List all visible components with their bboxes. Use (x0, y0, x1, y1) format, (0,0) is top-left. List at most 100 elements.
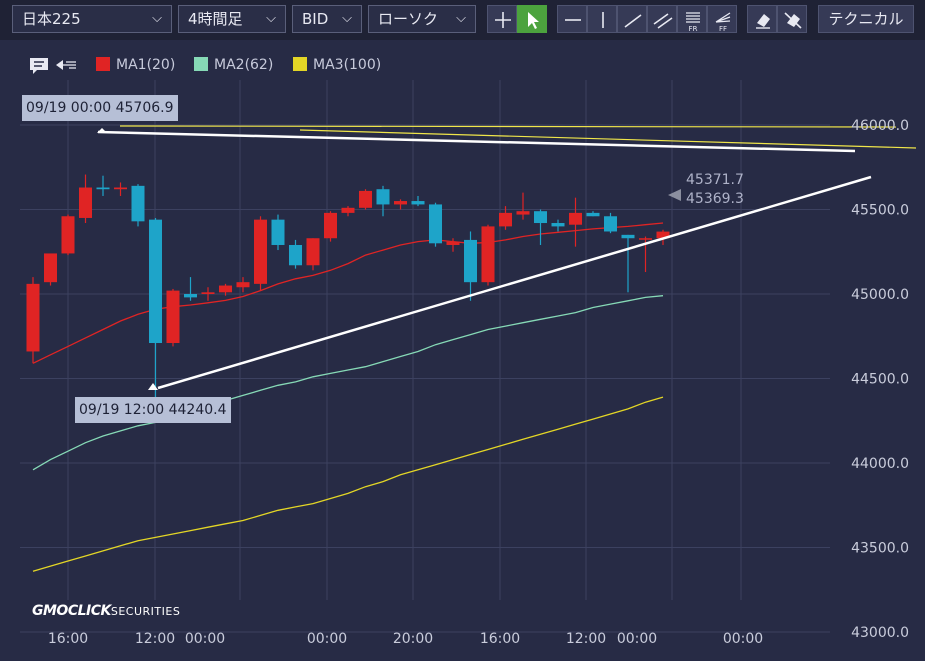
fibonacci-retracement-tool-button[interactable]: FR (677, 5, 707, 33)
candle-body-10 (201, 292, 215, 294)
chevron-down-icon: ⌵ (456, 11, 466, 26)
gmo-click-logo: GMOCLICKSECURITIES (32, 603, 180, 619)
candle-body-9 (184, 294, 197, 298)
drawings (97, 125, 917, 390)
technical-button[interactable]: テクニカル (818, 5, 914, 33)
legend-item-ma3: MA3(100) (293, 55, 381, 75)
candle-body-13 (254, 219, 267, 284)
comment-icon[interactable] (28, 55, 50, 81)
candle-body-1 (44, 253, 57, 283)
x-tick-label-8: 00:00 (723, 631, 763, 647)
fib-retracement-icon: FR (686, 12, 700, 33)
candle-body-19 (359, 190, 372, 208)
horizontal-line-icon (565, 19, 581, 21)
low-tooltip: 09/19 12:00 44240.4 (75, 397, 231, 423)
candle-body-11 (219, 285, 232, 293)
yellow-trend-line[interactable] (299, 129, 917, 149)
x-tick-label-3: 00:00 (307, 631, 347, 647)
trend-line-tool-button[interactable] (617, 5, 647, 33)
ma3-swatch (293, 57, 307, 71)
y-tick-label-2: 45000.0 (851, 287, 909, 303)
candle-body-27 (499, 212, 512, 227)
high-tooltip: 09/19 00:00 45706.9 (22, 95, 178, 121)
candle-body-33 (604, 216, 617, 232)
instrument-select[interactable]: 日本225 ⌵ (12, 5, 172, 33)
candle-body-2 (61, 216, 75, 254)
y-tick-label-3: 44500.0 (851, 372, 909, 388)
candle-body-20 (376, 189, 390, 205)
x-tick-label-0: 16:00 (48, 631, 88, 647)
candle-body-5 (114, 187, 127, 190)
chevron-down-icon: ⌵ (152, 11, 162, 26)
candle-body-32 (586, 212, 600, 217)
ma2-label: MA2(62) (214, 57, 274, 73)
vertical-line-tool-button[interactable] (587, 5, 617, 33)
candle-body-31 (569, 212, 582, 225)
ma2-swatch (194, 57, 208, 71)
fib-fan-icon: FF (715, 12, 731, 33)
candle-body-4 (96, 187, 110, 190)
parallel-channel-tool-button[interactable] (647, 5, 677, 33)
candle-body-34 (621, 234, 635, 239)
ma-line-1 (32, 222, 664, 364)
ma1-label: MA1(20) (116, 57, 176, 73)
eraser-all-icon (784, 12, 802, 29)
x-tick-label-6: 12:00 (566, 631, 606, 647)
fibonacci-fan-tool-button[interactable]: FF (707, 5, 737, 33)
candle-body-30 (551, 223, 565, 227)
candle-body-16 (306, 238, 320, 266)
ma-line-2 (32, 295, 664, 471)
x-tick-label-7: 00:00 (617, 631, 657, 647)
erase-all-tool-button[interactable] (777, 5, 807, 33)
horizontal-line-tool-button[interactable] (557, 5, 587, 33)
grid-lines (20, 80, 830, 633)
candlesticks (26, 174, 670, 423)
high-marker (97, 128, 107, 133)
support-trend-line[interactable] (157, 175, 872, 390)
x-tick-label-1: 12:00 (135, 631, 175, 647)
resistance-trend-line[interactable] (97, 130, 856, 153)
crosshair-icon (495, 12, 511, 28)
timeframe-select[interactable]: 4時間足 ⌵ (178, 5, 286, 33)
time-axis: 16:00 12:00 00:00 00:00 20:00 16:00 12:00 00:00… (48, 631, 763, 647)
candle-body-0 (26, 283, 40, 352)
fib-retracement-label: FR (689, 25, 698, 33)
logo-sub: SECURITIES (110, 605, 181, 618)
pointer-arrow-icon (528, 12, 539, 29)
candle-body-18 (341, 207, 355, 213)
chart-type-value: ローソク (378, 10, 439, 28)
candle-body-15 (289, 244, 302, 266)
pointer-tool-button[interactable] (517, 5, 547, 33)
yellow-horizontal-line[interactable] (119, 125, 897, 128)
price-chart[interactable]: 46000.0 45500.0 45000.0 44500.0 44000.0 43500… (0, 40, 925, 661)
candle-body-25 (464, 239, 477, 283)
candle-body-7 (149, 219, 162, 344)
candle-body-24 (446, 241, 460, 245)
low-marker (148, 383, 158, 390)
candle-body-22 (411, 201, 425, 205)
price-type-select[interactable]: BID ⌵ (292, 5, 362, 33)
candle-body-12 (236, 282, 250, 288)
candle-body-14 (271, 219, 285, 245)
collapse-arrow-icon[interactable] (54, 55, 78, 81)
candle-body-23 (429, 204, 442, 244)
x-tick-label-5: 16:00 (480, 631, 520, 647)
y-tick-label-4: 44000.0 (851, 456, 909, 472)
candle-body-26 (481, 226, 495, 283)
candle-body-6 (131, 185, 145, 222)
y-tick-label-5: 43500.0 (851, 541, 909, 557)
eraser-tool-button[interactable] (747, 5, 777, 33)
x-tick-label-4: 20:00 (393, 631, 433, 647)
bid-price-label: 45369.3 (686, 191, 744, 207)
crosshair-tool-button[interactable] (487, 5, 517, 33)
candle-body-29 (534, 211, 547, 224)
price-type-value: BID (302, 10, 329, 28)
candle-body-3 (79, 187, 92, 218)
candle-body-36 (656, 231, 670, 239)
candle-body-28 (516, 211, 530, 215)
chart-type-select[interactable]: ローソク ⌵ (368, 5, 476, 33)
ma3-label: MA3(100) (313, 57, 382, 73)
chevron-down-icon: ⌵ (266, 11, 276, 26)
timeframe-value: 4時間足 (188, 10, 243, 28)
logo-main: GMOCLICK (32, 603, 111, 619)
